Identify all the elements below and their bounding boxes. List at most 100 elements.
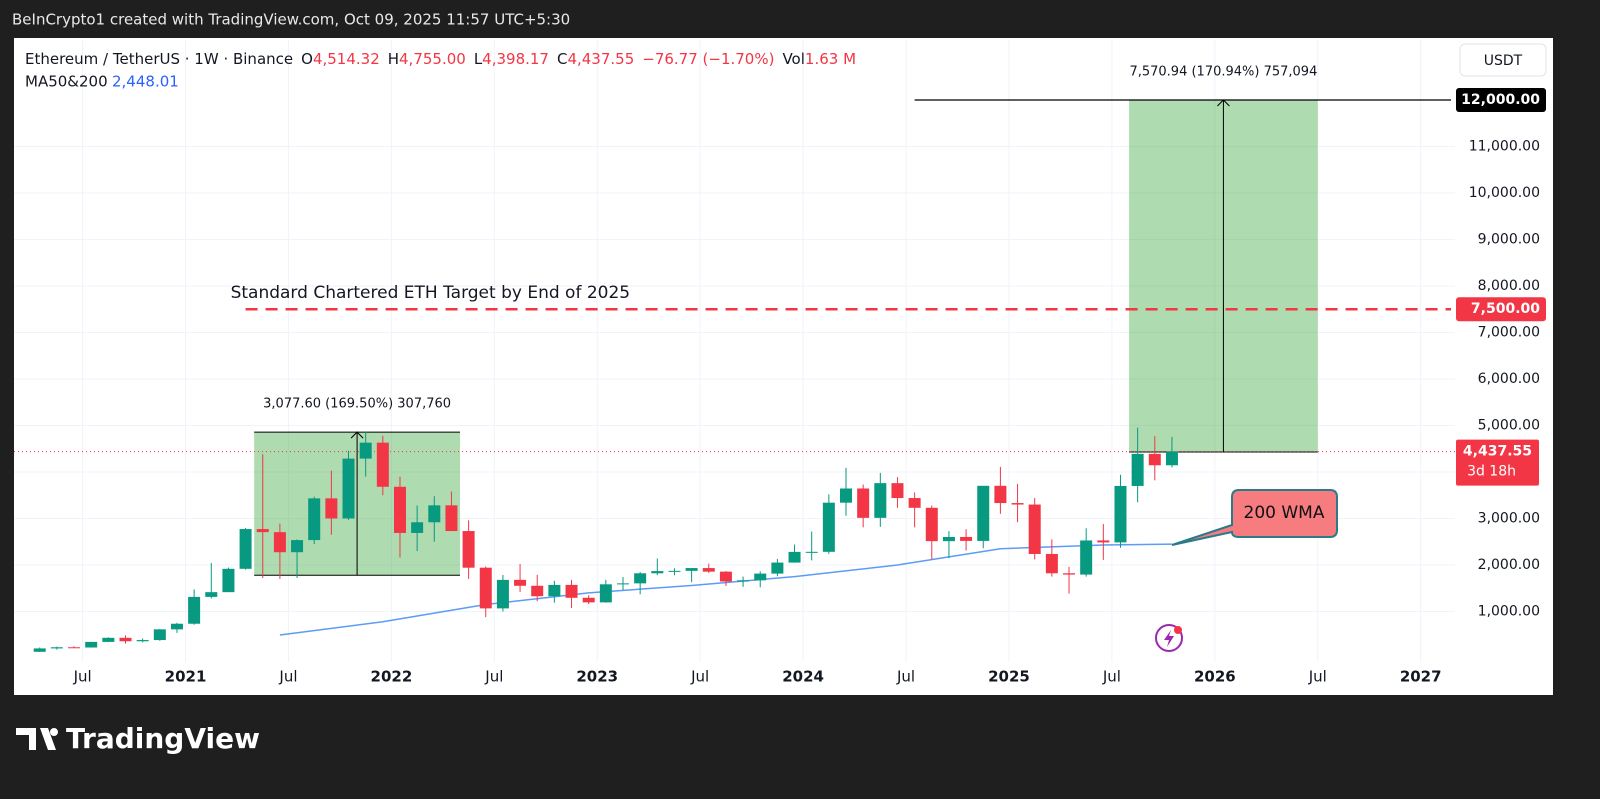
candle-body — [205, 592, 218, 597]
candle-body — [737, 580, 750, 582]
plot: 1,000.002,000.003,000.004,000.005,000.00… — [14, 40, 1546, 686]
x-tick-label: Jul — [278, 668, 297, 686]
candle-body — [153, 629, 166, 641]
icon-dot — [1174, 626, 1182, 634]
candle-body — [788, 551, 801, 563]
candle-body — [908, 498, 921, 508]
candle-body — [136, 640, 149, 642]
candle-body — [291, 540, 304, 553]
level-tag-label: 7,500.00 — [1471, 301, 1540, 317]
y-tick-label: 6,000.00 — [1478, 371, 1540, 387]
candle-body — [514, 579, 527, 586]
x-tick-label: 2023 — [576, 668, 618, 686]
candle-body — [428, 505, 441, 523]
candle-body — [857, 488, 870, 518]
legend-value: 4,437.55 — [567, 50, 634, 68]
candle-body — [239, 529, 252, 569]
candle-body — [1097, 540, 1110, 543]
candle-body — [822, 502, 835, 552]
currency-button[interactable] — [1459, 43, 1547, 77]
candle-body — [359, 442, 372, 459]
y-tick-label: 5,000.00 — [1478, 417, 1540, 433]
candle-body — [1114, 485, 1127, 543]
x-tick-label: Jul — [896, 668, 915, 686]
candle-body — [462, 531, 475, 568]
legend-value: 4,755.00 — [399, 50, 466, 68]
header-credit: BeInCrypto1 created with TradingView.com… — [12, 11, 570, 29]
candle-body — [634, 573, 647, 584]
candle-body — [874, 483, 887, 518]
candle-body — [479, 567, 492, 609]
last-price-tag — [1456, 439, 1539, 486]
candle-body — [188, 596, 201, 624]
legend-key: C — [557, 50, 567, 68]
x-tick-label: Jul — [484, 668, 503, 686]
x-tick-label: 2022 — [371, 668, 413, 686]
level-tag — [1456, 297, 1546, 322]
candle-body — [616, 583, 629, 585]
candle-body — [1045, 553, 1058, 574]
currency-label: USDT — [1484, 53, 1523, 69]
candle-body — [1011, 503, 1024, 505]
candle-body — [925, 507, 938, 542]
legend-value: 4,514.32 — [313, 50, 380, 68]
candle-body — [1063, 573, 1076, 575]
x-tick-label: 2024 — [782, 668, 824, 686]
y-tick-label: 1,000.00 — [1478, 603, 1540, 619]
legend-key: H — [388, 50, 399, 68]
callout-text: 200 WMA — [1244, 503, 1325, 523]
candle-body — [719, 571, 732, 582]
level-text: Standard Chartered ETH Target by End of … — [231, 283, 631, 303]
candle-body — [668, 570, 681, 572]
candle-body — [393, 486, 406, 533]
chart-frame — [14, 38, 1553, 695]
candle-body — [891, 483, 904, 499]
candle-body — [599, 584, 612, 603]
candle-body — [68, 647, 81, 649]
y-tick-label: 8,000.00 — [1478, 278, 1540, 294]
legend-key: O — [301, 50, 313, 68]
candle-body — [565, 584, 578, 598]
candle-body — [1165, 451, 1178, 466]
candle-body — [376, 442, 389, 487]
x-tick-label: 2021 — [165, 668, 207, 686]
candle-body — [50, 647, 63, 649]
ma-legend-value: 2,448.01 — [112, 73, 179, 91]
last-price-label: 4,437.55 — [1463, 444, 1532, 460]
candle-body — [685, 568, 698, 571]
candle-body — [960, 536, 973, 541]
candle-body — [33, 648, 46, 652]
legend: Ethereum / TetherUS · 1W · Binance O4,514… — [25, 50, 856, 68]
y-tick-label: 7,000.00 — [1478, 324, 1540, 340]
candle-body — [496, 579, 509, 609]
legend-key: L — [474, 50, 483, 68]
candle-body — [994, 485, 1007, 504]
candle-body — [840, 488, 853, 503]
candle-body — [342, 458, 355, 519]
candle-body — [256, 529, 269, 533]
candle-body — [754, 573, 767, 581]
y-tick-label: 10,000.00 — [1469, 185, 1540, 201]
x-tick-label: 2026 — [1194, 668, 1236, 686]
candle-body — [942, 536, 955, 542]
candle-body — [548, 584, 561, 597]
candle-body — [102, 637, 115, 642]
y-tick-label: 9,000.00 — [1478, 231, 1540, 247]
candle-body — [411, 522, 424, 533]
x-tick-label: Jul — [1308, 668, 1327, 686]
measure-label: 3,077.60 (169.50%) 307,760 — [263, 397, 451, 412]
candle-body — [222, 568, 235, 593]
x-tick-label: Jul — [690, 668, 709, 686]
x-tick-label: Jul — [73, 668, 92, 686]
candle-body — [85, 641, 98, 648]
candle-body — [273, 532, 286, 553]
legend-value: 1.63 M — [805, 50, 856, 68]
level-tag — [1456, 87, 1546, 112]
icon-bolt — [1164, 630, 1174, 647]
candle-body — [651, 571, 664, 574]
candle-body — [531, 585, 544, 597]
countdown-label: 3d 18h — [1467, 464, 1516, 480]
candle-body — [1131, 453, 1144, 486]
